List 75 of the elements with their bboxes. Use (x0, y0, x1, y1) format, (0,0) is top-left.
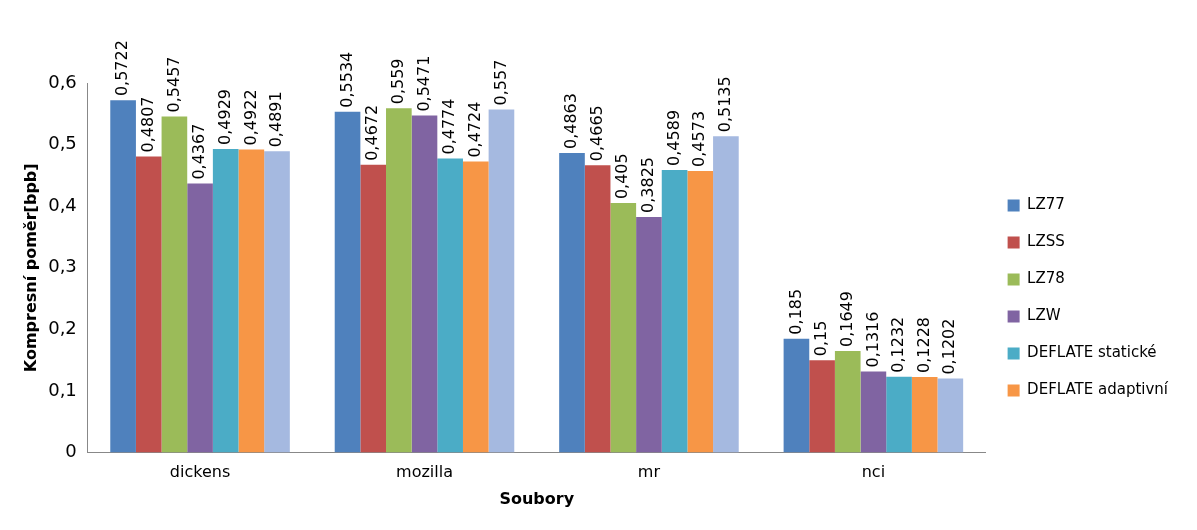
bar (462, 161, 489, 453)
y-tick-label: 0,6 (48, 70, 77, 92)
data-label: 0,1202 (939, 318, 959, 375)
bar (161, 116, 188, 453)
data-label: 0,1228 (913, 316, 933, 373)
bar (238, 149, 265, 453)
data-label: 0,15 (811, 320, 831, 357)
x-axis-title: Soubory (499, 488, 575, 508)
x-tick-label: mr (637, 462, 661, 482)
data-label: 0,4724 (464, 101, 484, 158)
bar (937, 378, 964, 453)
data-label: 0,4665 (586, 105, 606, 162)
y-tick-label: 0,5 (48, 132, 77, 154)
data-label: 0,3825 (638, 157, 658, 213)
data-label: 0,1232 (888, 316, 908, 373)
x-tick-label: dickens (169, 462, 231, 482)
bar (187, 183, 213, 453)
bar (437, 158, 463, 453)
x-tick-label: mozilla (396, 462, 453, 482)
legend-label: DEFLATE statické (1027, 343, 1157, 362)
data-label: 0,4922 (240, 89, 260, 146)
data-label: 0,559 (388, 58, 407, 105)
legend-label: LZW (1027, 306, 1061, 325)
bar (559, 153, 585, 453)
data-label: 0,4929 (214, 88, 234, 145)
data-label: 0,4589 (663, 109, 683, 166)
data-label: 0,1649 (836, 291, 856, 348)
bar (411, 115, 438, 453)
legend-label: LZSS (1027, 232, 1065, 251)
data-label: 0,1316 (862, 311, 882, 368)
legend-label: DEFLATE adaptivní (1027, 380, 1169, 399)
bar (834, 351, 861, 453)
data-label: 0,557 (490, 59, 510, 106)
bar (334, 111, 361, 453)
y-tick-label: 0 (65, 440, 77, 462)
bar (911, 376, 938, 453)
data-label: 0,4774 (439, 98, 459, 155)
y-tick-label: 0,2 (48, 317, 77, 339)
bar (809, 360, 835, 453)
y-tick-label: 0,3 (48, 255, 77, 277)
data-label: 0,4807 (137, 96, 157, 153)
bar (584, 165, 611, 453)
data-label: 0,5534 (336, 51, 356, 108)
bar (386, 108, 412, 453)
bar (661, 169, 688, 453)
bar (110, 100, 136, 453)
bar (488, 109, 515, 453)
bar (783, 338, 810, 453)
y-tick-label: 0,4 (48, 193, 77, 215)
legend-label: LZ78 (1027, 269, 1065, 288)
data-label: 0,4573 (689, 110, 709, 167)
legend-label: LZ77 (1027, 195, 1065, 214)
y-axis-title: Kompresní poměr[bpb] (20, 163, 40, 373)
bar (135, 156, 162, 453)
bar (212, 148, 239, 453)
bar (687, 170, 714, 453)
data-label: 0,4891 (266, 91, 286, 148)
bar (636, 216, 662, 453)
data-label: 0,5457 (163, 56, 183, 113)
bar (860, 371, 887, 453)
bar (713, 136, 739, 453)
data-label: 0,4863 (561, 93, 581, 150)
bar (886, 376, 912, 453)
data-label: 0,5471 (413, 55, 433, 112)
bar (610, 203, 637, 453)
data-label: 0,4672 (362, 104, 382, 161)
data-label: 0,5722 (112, 40, 132, 97)
bar (360, 164, 387, 453)
data-label: 0,4367 (189, 123, 209, 180)
x-tick-label: nci (861, 462, 886, 482)
y-tick-label: 0,1 (48, 378, 77, 400)
data-label: 0,5135 (715, 76, 735, 133)
data-label: 0,405 (612, 153, 632, 200)
data-label: 0,185 (785, 288, 805, 335)
bar (264, 151, 290, 453)
